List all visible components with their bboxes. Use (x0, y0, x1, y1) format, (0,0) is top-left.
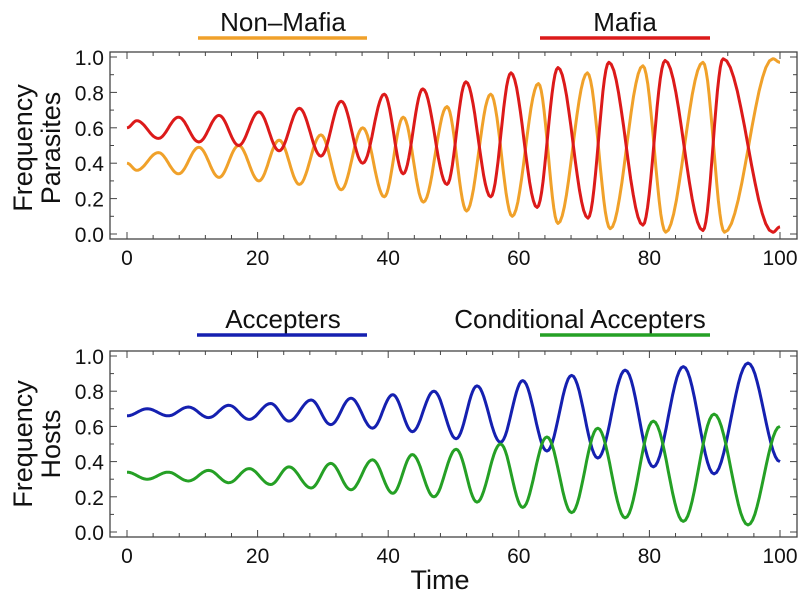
x-tick-label: 20 (246, 545, 269, 568)
axes-frame (109, 350, 798, 538)
y-tick-label: 1.0 (75, 346, 104, 369)
plot-area-hosts: 0 20 40 60 80 100 0.0 0.2 0.4 0.6 0.8 1.0 (75, 346, 798, 568)
y-axis-label-top-line2: Parasites (36, 92, 66, 205)
y-tick-label: 0.6 (75, 118, 104, 141)
y-tick-label: 0.4 (75, 452, 105, 475)
legend-label-mafia: Mafia (593, 7, 657, 37)
y-tick-label: 0.8 (75, 82, 104, 105)
y-tick-label: 1.0 (75, 47, 104, 70)
y-tick-label: 0.8 (75, 381, 104, 404)
x-tick-label: 0 (121, 545, 133, 568)
plot-area-parasites: 0 20 40 60 80 100 0.0 0.2 0.4 0.6 0.8 1.0 (75, 47, 798, 270)
series-line-accepters (126, 361, 781, 476)
legend-label-accepters: Accepters (225, 304, 341, 334)
y-tick-label: 0.6 (75, 416, 104, 439)
x-tick-label: 0 (121, 247, 133, 270)
x-tick-label: 100 (762, 247, 797, 270)
x-tick-label: 80 (638, 247, 661, 270)
series-line-non-mafia (126, 57, 781, 234)
y-tick-label: 0.4 (75, 153, 105, 176)
legend-label-conditional-accepters: Conditional Accepters (454, 304, 705, 334)
x-tick-label: 60 (507, 545, 530, 568)
y-tick-label: 0.0 (75, 224, 104, 247)
legend-label-non-mafia: Non–Mafia (220, 7, 346, 37)
series-line-mafia (126, 57, 781, 234)
y-tick-label: 0.0 (75, 522, 104, 545)
y-tick-label: 0.2 (75, 189, 104, 212)
y-axis-label-bottom-line1: Frequency (8, 380, 38, 508)
series-line-conditional-accepters (126, 412, 781, 527)
x-tick-label: 20 (246, 247, 269, 270)
y-axis-label-bottom-line2: Hosts (36, 409, 66, 478)
x-tick-label: 40 (377, 545, 400, 568)
x-tick-label: 100 (762, 545, 797, 568)
x-tick-label: 60 (507, 247, 530, 270)
y-tick-label: 0.2 (75, 487, 104, 510)
y-axis-label-top-line1: Frequency (8, 84, 38, 212)
x-tick-label: 80 (638, 545, 661, 568)
x-axis-label: Time (411, 565, 470, 595)
x-tick-label: 40 (377, 247, 400, 270)
